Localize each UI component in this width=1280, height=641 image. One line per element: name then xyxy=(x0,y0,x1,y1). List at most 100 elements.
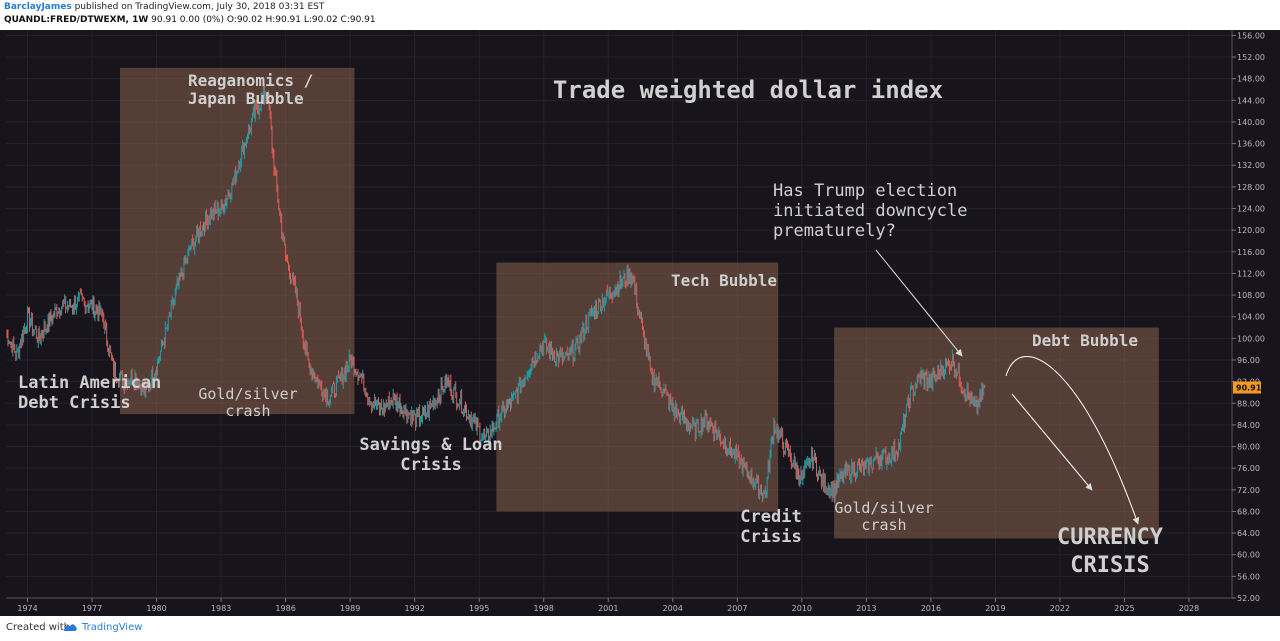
author-link[interactable]: BarclayJames xyxy=(4,2,72,12)
trump-question-label-line: initiated downcycle xyxy=(773,201,967,221)
y-tick-label: 128.00 xyxy=(1237,183,1265,192)
event-box xyxy=(834,327,1159,539)
gold-silver-crash-label-2-line: crash xyxy=(861,516,906,534)
last-price-tag xyxy=(1233,381,1261,394)
publish-info: published on TradingView.com, July 30, 2… xyxy=(74,2,325,12)
y-tick-label: 140.00 xyxy=(1237,118,1265,127)
x-tick-label: 2010 xyxy=(792,604,812,613)
y-tick-label: 64.00 xyxy=(1237,529,1260,538)
credit-crisis-label: Credit Crisis xyxy=(740,507,801,547)
y-tick-label: 148.00 xyxy=(1237,75,1265,84)
footer: Created with TradingView xyxy=(0,616,1280,641)
x-tick-label: 1989 xyxy=(340,604,360,613)
y-tick-label: 84.00 xyxy=(1237,421,1260,430)
y-tick-label: 100.00 xyxy=(1237,334,1265,343)
savings-loan-crisis-label: Savings & Loan Crisis xyxy=(359,435,502,475)
gold-silver-crash-label-1: Gold/silver crash xyxy=(198,385,297,420)
y-tick-label: 96.00 xyxy=(1237,356,1260,365)
decline-arrow-curved xyxy=(1005,356,1140,525)
currency-crisis-label-line: CRISIS xyxy=(1070,553,1149,578)
y-tick-label: 152.00 xyxy=(1237,53,1265,62)
gold-silver-crash-label-2-line: Gold/silver xyxy=(834,499,933,517)
gold-silver-crash-label-2: Gold/silver crash xyxy=(834,499,933,534)
currency-crisis-label: CURRENCY CRISIS xyxy=(1057,525,1164,578)
trump-pointer-arrow xyxy=(875,249,963,357)
y-tick-label: 108.00 xyxy=(1237,291,1265,300)
x-tick-label: 1974 xyxy=(17,604,37,613)
x-tick-label: 2004 xyxy=(663,604,683,613)
event-box xyxy=(496,262,779,512)
y-tick-label: 72.00 xyxy=(1237,486,1260,495)
y-tick-label: 104.00 xyxy=(1237,313,1265,322)
y-tick-label: 52.00 xyxy=(1237,594,1260,603)
trump-question-label: Has Trump election initiated downcycle pre… xyxy=(773,181,967,241)
x-tick-label: 1977 xyxy=(82,604,102,613)
time-axis[interactable]: 1974 1977 1980 1983 1986 1989 1992 1995 1998 2001… xyxy=(6,597,1232,613)
latin-american-debt-crisis-label-line: Debt Crisis xyxy=(18,393,131,413)
x-tick-label: 2001 xyxy=(598,604,618,613)
symbol-label: QUANDL:FRED/DTWEXM, 1W xyxy=(4,15,149,25)
created-with-text: Created with xyxy=(6,622,70,633)
savings-loan-crisis-label-line: Savings & Loan xyxy=(359,435,502,455)
reaganomics-japan-bubble-label-line: Japan Bubble xyxy=(188,89,304,108)
y-tick-label: 60.00 xyxy=(1237,551,1260,560)
tradingview-logo-icon xyxy=(63,624,77,631)
currency-crisis-label-line: CURRENCY xyxy=(1057,525,1164,550)
y-tick-label: 80.00 xyxy=(1237,443,1260,452)
latin-american-debt-crisis-label-line: Latin American xyxy=(18,373,161,393)
debt-bubble-label-line: Debt Bubble xyxy=(1032,331,1138,350)
y-tick-label: 56.00 xyxy=(1237,572,1260,581)
publish-line: BarclayJames published on TradingView.co… xyxy=(4,2,324,12)
x-tick-label: 1995 xyxy=(469,604,489,613)
y-tick-label: 88.00 xyxy=(1237,399,1260,408)
reaganomics-japan-bubble-label: Reaganomics / Japan Bubble xyxy=(188,71,313,108)
y-tick-label: 68.00 xyxy=(1237,507,1260,516)
y-tick-label: 76.00 xyxy=(1237,464,1260,473)
chart-area[interactable]: Latin American Debt Crisis Reaganomics / Ja… xyxy=(0,30,1280,616)
x-tick-label: 2028 xyxy=(1179,604,1199,613)
credit-crisis-label-line: Credit xyxy=(740,507,801,527)
debt-bubble-label: Debt Bubble xyxy=(1032,331,1138,350)
x-tick-label: 2022 xyxy=(1050,604,1070,613)
y-tick-label: 116.00 xyxy=(1237,248,1265,257)
tradingview-link[interactable]: TradingView xyxy=(82,622,143,633)
tech-bubble-label: Tech Bubble xyxy=(671,271,777,290)
credit-crisis-label-line: Crisis xyxy=(740,527,801,547)
x-tick-label: 1983 xyxy=(211,604,231,613)
chart-header: BarclayJames published on TradingView.co… xyxy=(0,0,1280,30)
event-box xyxy=(119,67,355,415)
x-tick-label: 2025 xyxy=(1114,604,1134,613)
gold-silver-crash-label-1-line: Gold/silver xyxy=(198,385,297,403)
x-tick-label: 2019 xyxy=(985,604,1005,613)
reaganomics-japan-bubble-label-line: Reaganomics / xyxy=(188,71,313,90)
ohlc-values: 90.91 0.00 (0%) O:90.02 H:90.91 L:90.02 … xyxy=(151,15,376,25)
y-tick-label: 156.00 xyxy=(1237,31,1265,40)
y-tick-label: 132.00 xyxy=(1237,161,1265,170)
trump-question-label-line: Has Trump election xyxy=(773,181,957,201)
tech-bubble-label-line: Tech Bubble xyxy=(671,271,777,290)
savings-loan-crisis-label-line: Crisis xyxy=(400,455,461,475)
x-tick-label: 1998 xyxy=(534,604,554,613)
chart-canvas[interactable]: Latin American Debt Crisis Reaganomics / Ja… xyxy=(0,30,1280,616)
y-tick-label: 112.00 xyxy=(1237,269,1265,278)
last-price-label: 90.91 xyxy=(1236,384,1262,393)
price-axis[interactable]: 52.00 56.00 60.00 64.00 68.00 72.00 76.00 80.00… xyxy=(1231,30,1280,616)
candle-layer xyxy=(6,83,986,504)
price-axis-bg xyxy=(1232,30,1280,616)
chart-title: Trade weighted dollar index xyxy=(553,76,943,104)
latin-american-debt-crisis-label: Latin American Debt Crisis xyxy=(18,373,161,413)
x-tick-label: 2016 xyxy=(921,604,941,613)
x-tick-label: 1992 xyxy=(404,604,424,613)
y-tick-label: 144.00 xyxy=(1237,96,1265,105)
x-tick-label: 2013 xyxy=(856,604,876,613)
grid-layer xyxy=(6,30,1232,599)
x-tick-label: 1980 xyxy=(146,604,166,613)
gold-silver-crash-label-1-line: crash xyxy=(225,402,270,420)
y-tick-label: 124.00 xyxy=(1237,205,1265,214)
arrow-layer xyxy=(875,249,1140,525)
x-tick-label: 2007 xyxy=(727,604,747,613)
y-tick-label: 136.00 xyxy=(1237,140,1265,149)
symbol-line: QUANDL:FRED/DTWEXM, 1W 90.91 0.00 (0%) O… xyxy=(4,15,376,25)
y-tick-label: 120.00 xyxy=(1237,226,1265,235)
annotation-layer: Latin American Debt Crisis Reaganomics / Ja… xyxy=(18,71,1164,578)
